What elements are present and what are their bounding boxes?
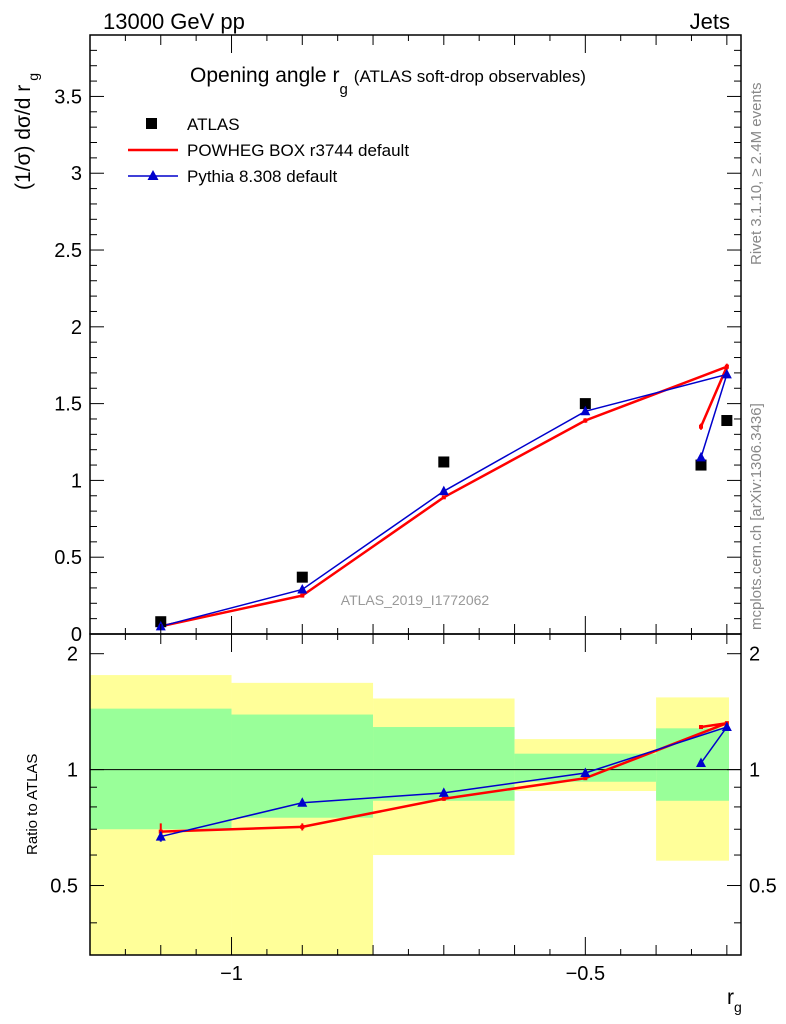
ratio-point-pythia (580, 767, 591, 777)
series-markers (155, 363, 733, 842)
ratio-y-tick-label-right: 2 (749, 644, 760, 666)
ratio-point-pythia (696, 757, 706, 768)
main-point-atlas (438, 456, 450, 468)
ratio-point-pythia (721, 721, 732, 732)
x-tick-label: −1 (220, 963, 243, 985)
plot-title-sub: g (339, 81, 347, 98)
legend-marker-pythia (147, 170, 159, 180)
ratio-point-pythia (155, 831, 166, 841)
main-point-pythia (438, 485, 449, 496)
x-tick-label: −0.5 (566, 963, 605, 985)
main-y-tick-label: 0.5 (54, 547, 82, 569)
main-point-powheg (699, 424, 703, 429)
main-point-powheg (724, 364, 729, 369)
header-category: Jets (690, 9, 730, 34)
ratio-point-powheg (699, 725, 703, 730)
ratio-point-pythia (438, 787, 449, 797)
ratio-y-tick-label-left: 2 (67, 644, 78, 666)
plot-title: Opening angle rg (ATLAS soft-drop observa… (190, 64, 586, 98)
main-y-tick-label: 1 (71, 470, 82, 492)
ratio-line-pythia (160, 725, 729, 838)
main-y-tick-label: 1.5 (54, 394, 82, 416)
main-line-powheg (160, 364, 730, 628)
analysis-id: ATLAS_2019_I1772062 (341, 592, 490, 608)
ratio-point-pythia (297, 797, 308, 807)
main-point-pythia (297, 583, 308, 594)
mcplots-label: mcplots.cern.ch [arXiv:1306.3436] (748, 403, 765, 630)
axis-ticks: 0 0.5 1 1.5 2 2.5 3 3.5 0.5 0.5 1 1 2 2 −1 −0.5 (50, 34, 777, 985)
legend: ATLAS POWHEG BOX r3744 default Pythia 8.… (128, 115, 409, 186)
ratio-point-powheg (583, 776, 588, 781)
top-y-axis-label: (1/σ) dσ/d r g (12, 73, 41, 190)
ratio-plot-frame (89, 633, 742, 956)
plot-frames (89, 34, 742, 956)
main-line-pythia (160, 373, 728, 628)
plot-title-extra: (ATLAS soft-drop observables) (354, 67, 586, 86)
ratio-line-powheg (160, 721, 728, 833)
rivet-label: Rivet 3.1.10, ≥ 2.4M events (748, 83, 765, 266)
ratio-uncertainty-bands (90, 675, 729, 955)
bottom-y-axis-label: Ratio to ATLAS (24, 754, 41, 855)
main-point-atlas (695, 459, 707, 471)
main-point-powheg (300, 593, 305, 598)
x-axis-label-sub: g (734, 999, 742, 1015)
main-point-atlas (296, 571, 308, 583)
main-point-pythia (580, 405, 591, 416)
x-axis-label-main: r (727, 986, 734, 1009)
main-point-atlas (579, 398, 591, 410)
legend-label-atlas: ATLAS (187, 115, 240, 134)
ratio-point-powheg (441, 796, 446, 801)
main-y-tick-label: 2.5 (54, 240, 82, 262)
main-y-tick-label: 3.5 (54, 86, 82, 108)
legend-label-pythia: Pythia 8.308 default (187, 167, 338, 186)
x-axis-label: rg (727, 986, 742, 1015)
plot-title-main: Opening angle r (190, 64, 339, 87)
main-point-pythia (721, 368, 732, 379)
ratio-band-inner (90, 708, 232, 830)
main-point-powheg (583, 418, 588, 423)
header-energy: 13000 GeV pp (103, 9, 245, 34)
ratio-point-powheg (300, 824, 305, 829)
legend-marker-atlas (146, 118, 157, 129)
top-y-axis-label-main: (1/σ) dσ/d r (12, 85, 35, 190)
main-y-tick-label: 0 (71, 624, 82, 646)
ratio-y-tick-label-left: 0.5 (50, 876, 78, 898)
series-lines (160, 364, 730, 838)
main-point-atlas (721, 415, 733, 427)
main-point-powheg (441, 495, 446, 500)
ratio-y-tick-label-left: 1 (67, 760, 78, 782)
ratio-y-tick-label-right: 0.5 (749, 876, 777, 898)
top-y-axis-label-sub: g (25, 73, 41, 81)
legend-label-powheg: POWHEG BOX r3744 default (187, 141, 409, 160)
main-y-tick-label: 2 (71, 317, 82, 339)
ratio-y-tick-label-right: 1 (749, 760, 760, 782)
main-y-tick-label: 3 (71, 163, 82, 185)
main-point-pythia (696, 451, 706, 462)
